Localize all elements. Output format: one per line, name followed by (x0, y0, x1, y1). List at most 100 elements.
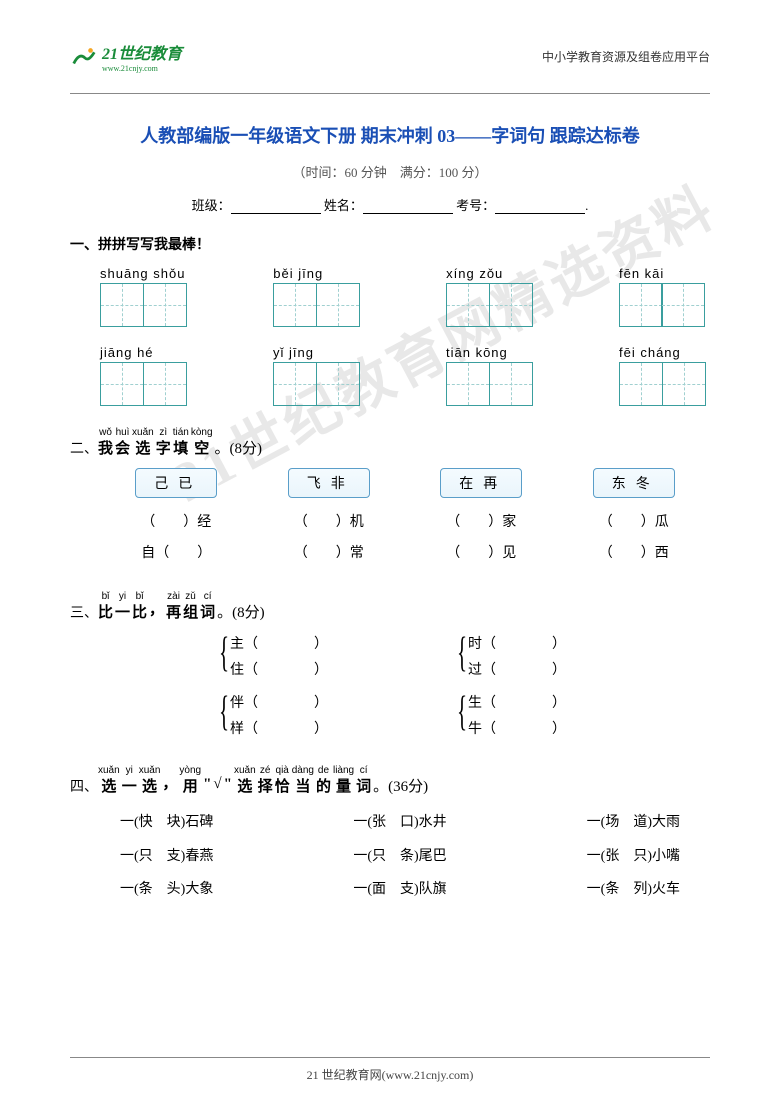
ruby-char: 再 (166, 604, 181, 622)
ruby-pinyin: wǒ (99, 428, 112, 438)
ruby-word: xuǎn选 (98, 766, 120, 796)
choice-line: （ ）常 (274, 539, 384, 570)
tian-cell[interactable] (143, 283, 187, 327)
choice-line: （ ）经 (121, 508, 231, 539)
ruby-word: xuǎn选 (139, 766, 161, 796)
ruby-char: 字 (156, 440, 171, 458)
pinyin-item: xíng zǒu (446, 266, 531, 327)
ruby-word: dàng当 (292, 766, 314, 796)
header: 21世纪教育 www.21cnjy.com 中小学教育资源及组卷应用平台 (70, 40, 710, 73)
tian-cell[interactable] (619, 283, 663, 327)
ruby-pinyin: zǔ (185, 592, 196, 602)
choice-line: （ ）瓜 (579, 508, 689, 539)
compare-col: {生（ ）牛（ ） (468, 691, 566, 744)
measure-row: 一(条 头)大象一(面 支)队旗一(条 列)火车 (70, 873, 710, 907)
ruby-char: 一 (115, 604, 130, 622)
ruby-word: kòng 空 (191, 428, 213, 458)
tian-cell[interactable] (446, 283, 490, 327)
pinyin-item: jiāng hé (100, 345, 185, 406)
ruby-char: 填 (173, 440, 188, 458)
compare-line: 过（ ） (468, 658, 566, 685)
tian-cell[interactable] (619, 362, 663, 406)
ruby-char: ， (149, 601, 164, 619)
ruby-word: ， (162, 773, 177, 793)
pinyin-item: fēi cháng (619, 345, 704, 406)
section-1-num: 一、 (70, 234, 98, 254)
tian-cell[interactable] (143, 362, 187, 406)
ruby-char: 择 (258, 778, 273, 796)
header-right: 中小学教育资源及组卷应用平台 (542, 48, 710, 65)
section-4-head: 四、 xuǎn选yi一xuǎn选，yòng用"√"xuǎn选zé择qià恰dàn… (70, 762, 710, 796)
choice-line: （ ）机 (274, 508, 384, 539)
choice-box: 己已 (135, 468, 217, 498)
tian-cell[interactable] (273, 362, 317, 406)
id-blank[interactable] (495, 200, 585, 214)
class-blank[interactable] (231, 200, 321, 214)
ruby-char: 词 (200, 604, 215, 622)
ruby-word: liàng 量 (333, 766, 354, 796)
tian-cell[interactable] (100, 283, 144, 327)
section-2-head: 二、 wǒ我huì会xuǎn选zì字tián填kòng空 。(8分) (70, 424, 710, 458)
ruby-word: yi一 (115, 592, 130, 622)
choice-col: 飞非（ ）机（ ）常 (274, 468, 384, 570)
name-blank[interactable] (363, 200, 453, 214)
ruby-char: 选 (237, 778, 252, 796)
choice-line: （ ）见 (426, 539, 536, 570)
section-1-title: 拼拼写写我最棒！ (98, 238, 210, 253)
ruby-char: 组 (183, 604, 198, 622)
class-label: 班级： (192, 198, 231, 213)
choice-box: 东冬 (593, 468, 675, 498)
pinyin-label: tiān kōng (446, 345, 531, 360)
ruby-word: xuǎn选 (132, 428, 154, 458)
tian-cell[interactable] (661, 283, 705, 327)
logo: 21世纪教育 www.21cnjy.com (70, 40, 182, 73)
ruby-pinyin: kòng (191, 428, 213, 438)
tian-cell[interactable] (489, 283, 533, 327)
pinyin-label: xíng zǒu (446, 266, 531, 281)
section-3-tail: 。(8分) (217, 601, 265, 622)
section-1: 一、拼拼写写我最棒！ shuāng shǒu běi jīng xíng zǒu fē… (70, 234, 710, 406)
pinyin-label: běi jīng (273, 266, 358, 281)
ruby-char: 量 (336, 778, 351, 796)
pinyin-label: shuāng shǒu (100, 266, 185, 281)
tian-cell[interactable] (446, 362, 490, 406)
ruby-pinyin: de (318, 766, 329, 776)
tian-cell[interactable] (662, 362, 706, 406)
ruby-word: qià恰 (275, 766, 290, 796)
measure-item: 一(张 口)水井 (353, 806, 446, 840)
compare-col: {伴（ ）样（ ） (230, 691, 328, 744)
measure-item: 一(只 支)春燕 (120, 840, 213, 874)
choice-col: 东冬（ ）瓜（ ）西 (579, 468, 689, 570)
compare-line: 样（ ） (230, 717, 328, 744)
tian-cell[interactable] (100, 362, 144, 406)
tian-cell[interactable] (316, 283, 360, 327)
ruby-word: zǔ 组 (183, 592, 198, 622)
ruby-char: 选 (142, 778, 157, 796)
tian-cell[interactable] (273, 283, 317, 327)
footer-divider (70, 1057, 710, 1058)
page-title: 人教部编版一年级语文下册 期末冲刺 03——字词句 跟踪达标卷 (70, 122, 710, 148)
ruby-word: zài再 (166, 592, 181, 622)
brace-icon: { (219, 632, 229, 674)
brace-icon: { (457, 691, 467, 733)
id-label: 考号： (456, 198, 495, 213)
section-2-tail: 。(8分) (215, 437, 263, 458)
logo-icon (70, 43, 98, 71)
tian-cell[interactable] (489, 362, 533, 406)
ruby-char: 我 (98, 440, 113, 458)
tian-cell[interactable] (316, 362, 360, 406)
ruby-word: huì会 (115, 428, 130, 458)
section-4-tail: 。(36分) (373, 775, 428, 796)
ruby-word: bǐ比 (132, 592, 147, 622)
info-line: 班级： 姓名： 考号：. (70, 195, 710, 214)
ruby-char: 恰 (275, 778, 290, 796)
ruby-pinyin: xuǎn (234, 766, 256, 776)
ruby-char: 比 (132, 604, 147, 622)
ruby-char: 空 (194, 440, 209, 458)
pinyin-item: shuāng shǒu (100, 266, 185, 327)
choice-col: 己已（ ）经自（ ） (121, 468, 231, 570)
ruby-char: 的 (316, 778, 331, 796)
logo-sub: www.21cnjy.com (102, 64, 182, 73)
brace-icon: { (219, 691, 229, 733)
ruby-pinyin: liàng (333, 766, 354, 776)
